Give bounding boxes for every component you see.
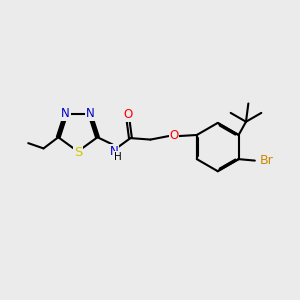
- Text: O: O: [169, 129, 178, 142]
- Text: H: H: [114, 152, 122, 162]
- Text: O: O: [124, 108, 133, 121]
- Text: N: N: [85, 107, 94, 120]
- Text: N: N: [110, 145, 118, 158]
- Text: N: N: [61, 107, 70, 120]
- Text: Br: Br: [260, 154, 274, 167]
- Text: S: S: [74, 146, 82, 159]
